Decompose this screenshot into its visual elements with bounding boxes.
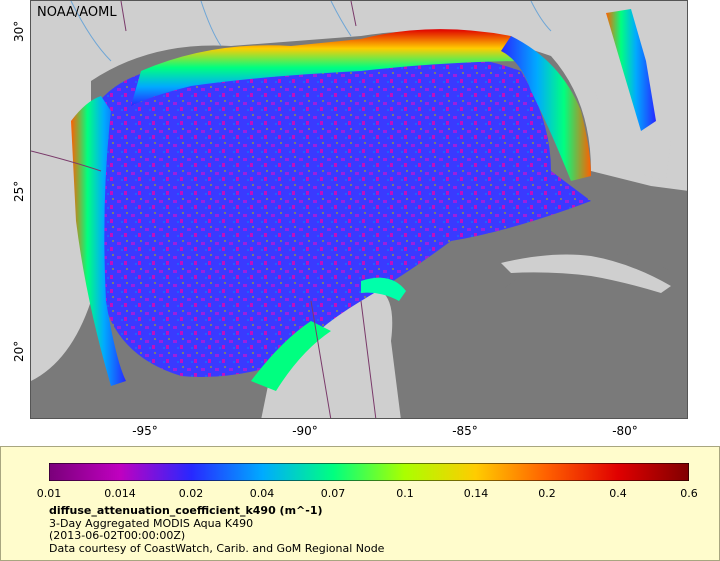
border-lines: [31, 1, 377, 418]
legend-title: diffuse_attenuation_coefficient_k490 (m^…: [49, 504, 323, 517]
western-shelf-k490: [71, 96, 126, 386]
colorbar-tick-3: 0.04: [249, 487, 275, 500]
legend-line-2: (2013-06-02T00:00:00Z): [49, 529, 186, 542]
legend-text: diffuse_attenuation_coefficient_k490 (m^…: [49, 504, 385, 555]
east-florida-shelf-k490: [606, 9, 656, 131]
colorbar-tick-2: 0.02: [178, 487, 204, 500]
cuba-land: [501, 254, 671, 293]
river-lines: [70, 1, 552, 62]
colorbar-tick-0: 0.01: [36, 487, 62, 500]
campeche-shelf-k490: [251, 321, 331, 391]
legend-line-3: Data courtesy of CoastWatch, Carib. and …: [49, 541, 385, 555]
northern-shelf-k490: [131, 29, 531, 107]
lat-label-25: 25°: [12, 180, 26, 202]
colorbar-tick-6: 0.14: [463, 487, 489, 500]
map-credit: NOAA/AOML: [37, 5, 117, 20]
lon-label-95: -95°: [132, 424, 158, 438]
legend-panel: 0.01 0.014 0.02 0.04 0.07 0.1 0.14 0.2 0…: [0, 446, 720, 561]
colorbar-tick-9: 0.6: [680, 487, 698, 500]
lon-label-85: -85°: [452, 424, 478, 438]
colorbar-tick-5: 0.1: [396, 487, 414, 500]
lon-label-90: -90°: [292, 424, 318, 438]
colorbar-tick-4: 0.07: [320, 487, 346, 500]
map-panel: NOAA/AOML: [30, 0, 688, 419]
lat-label-30: 30°: [12, 20, 26, 42]
lon-label-80: -80°: [612, 424, 638, 438]
gulf-of-mexico-map: [31, 1, 687, 418]
legend-line-1: 3-Day Aggregated MODIS Aqua K490: [49, 516, 254, 530]
caribbean-no-data: [451, 248, 687, 418]
colorbar-tick-1: 0.014: [104, 487, 136, 500]
colorbar-tick-7: 0.2: [538, 487, 556, 500]
deep-gulf-k490: [85, 53, 592, 378]
yucatan-shelf-k490: [361, 277, 406, 301]
colorbar: [49, 463, 689, 481]
colorbar-tick-8: 0.4: [609, 487, 627, 500]
west-florida-shelf-k490: [501, 36, 591, 181]
lat-label-20: 20°: [12, 340, 26, 362]
